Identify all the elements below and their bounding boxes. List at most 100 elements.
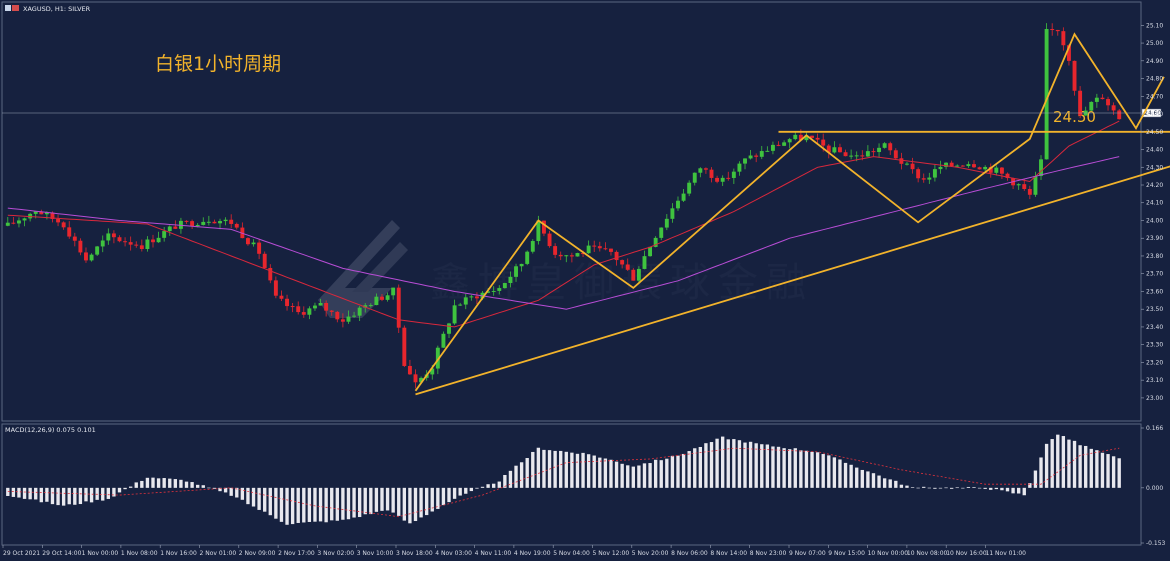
macd-bar: [374, 487, 379, 512]
candle-body: [932, 169, 937, 178]
macd-bar: [553, 450, 557, 488]
macd-bar: [508, 470, 513, 488]
time-tick-label: 1 Nov 08:00: [121, 550, 158, 557]
macd-bar: [972, 487, 976, 488]
candle-body: [463, 297, 468, 305]
macd-bar: [162, 478, 166, 488]
candle-body: [882, 143, 887, 148]
candle-body: [558, 254, 563, 257]
candle-body: [162, 231, 167, 238]
candle-body: [190, 221, 195, 227]
macd-bar: [542, 449, 546, 488]
candle-body: [972, 164, 976, 168]
price-tick-label: 24.20: [1146, 182, 1163, 189]
macd-bar: [938, 487, 943, 489]
candle-body: [84, 252, 88, 261]
macd-bar: [905, 485, 909, 488]
candle-body: [301, 312, 306, 315]
price-series-layer: [5, 23, 1122, 389]
candle-body: [603, 248, 608, 250]
macd-bar: [503, 474, 507, 488]
price-tick-label: 24.30: [1146, 164, 1163, 171]
candle-body: [860, 155, 865, 157]
time-tick-label: 2 Nov 09:00: [239, 550, 276, 557]
candle-body: [307, 308, 312, 315]
macd-bar: [229, 487, 233, 496]
candle-body: [56, 218, 61, 223]
price-tick-label: 23.60: [1146, 288, 1163, 295]
candle-body: [201, 221, 206, 225]
candle-body: [262, 253, 267, 268]
macd-bar: [586, 454, 591, 488]
candle-body: [447, 323, 451, 334]
macd-bar: [821, 454, 825, 488]
candle-body: [61, 222, 66, 228]
time-tick-label: 8 Nov 06:00: [671, 550, 708, 557]
annotation-title: 白银1小时周期: [155, 53, 281, 75]
macd-layer: MACD(12,26,9) 0.075 0.101: [5, 426, 1121, 525]
candle-body: [1100, 97, 1105, 100]
macd-bar: [246, 487, 250, 505]
macd-bar: [84, 487, 88, 502]
macd-bar: [1000, 487, 1004, 491]
candle-body: [229, 219, 234, 224]
macd-bar: [475, 487, 479, 489]
macd-bar: [603, 458, 608, 488]
macd-bar: [156, 478, 161, 488]
candle-body: [832, 147, 837, 153]
macd-title: MACD(12,26,9) 0.075 0.101: [5, 426, 96, 434]
candle-body: [329, 310, 334, 312]
macd-bar: [67, 487, 71, 505]
price-tick-label: 24.10: [1146, 200, 1163, 207]
macd-bar: [1017, 487, 1021, 494]
macd-bar: [910, 487, 915, 488]
macd-bar: [307, 487, 312, 522]
macd-bar: [352, 487, 356, 518]
candle-body: [899, 158, 904, 164]
macd-bar: [693, 448, 697, 488]
macd-bar: [436, 487, 440, 509]
macd-bar: [385, 487, 390, 511]
candle-body: [983, 166, 988, 170]
macd-bar: [949, 487, 954, 489]
candle-body: [257, 242, 262, 254]
candle-body: [994, 167, 999, 173]
time-tick-label: 5 Nov 04:00: [553, 550, 590, 557]
macd-bar: [207, 487, 211, 489]
macd-bar: [302, 487, 306, 523]
macd-bar: [391, 487, 395, 513]
price-tick-label: 23.80: [1146, 253, 1163, 260]
candle-body: [123, 241, 128, 243]
candle-body: [609, 248, 613, 252]
candle-body: [519, 263, 524, 267]
macd-bar: [117, 487, 122, 493]
candle-body: [273, 280, 278, 296]
macd-bar: [687, 451, 691, 488]
candle-body: [335, 311, 340, 320]
macd-bar: [39, 487, 43, 503]
candle-body: [486, 291, 491, 293]
candle-body: [173, 226, 178, 229]
time-tick-label: 2 Nov 01:00: [200, 550, 237, 557]
time-tick-label: 10 Nov 16:00: [946, 550, 987, 557]
macd-bar: [866, 471, 870, 488]
macd-bar: [843, 462, 848, 488]
macd-bar: [815, 452, 820, 488]
macd-bar: [413, 487, 418, 522]
candle-body: [765, 150, 770, 152]
macd-bar: [296, 487, 300, 523]
macd-bar: [201, 485, 205, 488]
macd-bar: [726, 439, 730, 488]
candle-body: [653, 237, 658, 247]
moving-average-fast: [7, 120, 1120, 328]
macd-bar: [626, 465, 630, 488]
candle-body: [89, 254, 94, 261]
macd-bar: [1072, 440, 1077, 488]
macd-bar: [564, 451, 568, 488]
macd-bar: [318, 487, 323, 522]
macd-bar: [961, 487, 965, 489]
macd-bar: [1100, 452, 1105, 488]
zigzag-projection: [414, 32, 1165, 392]
candle-body: [33, 211, 38, 214]
